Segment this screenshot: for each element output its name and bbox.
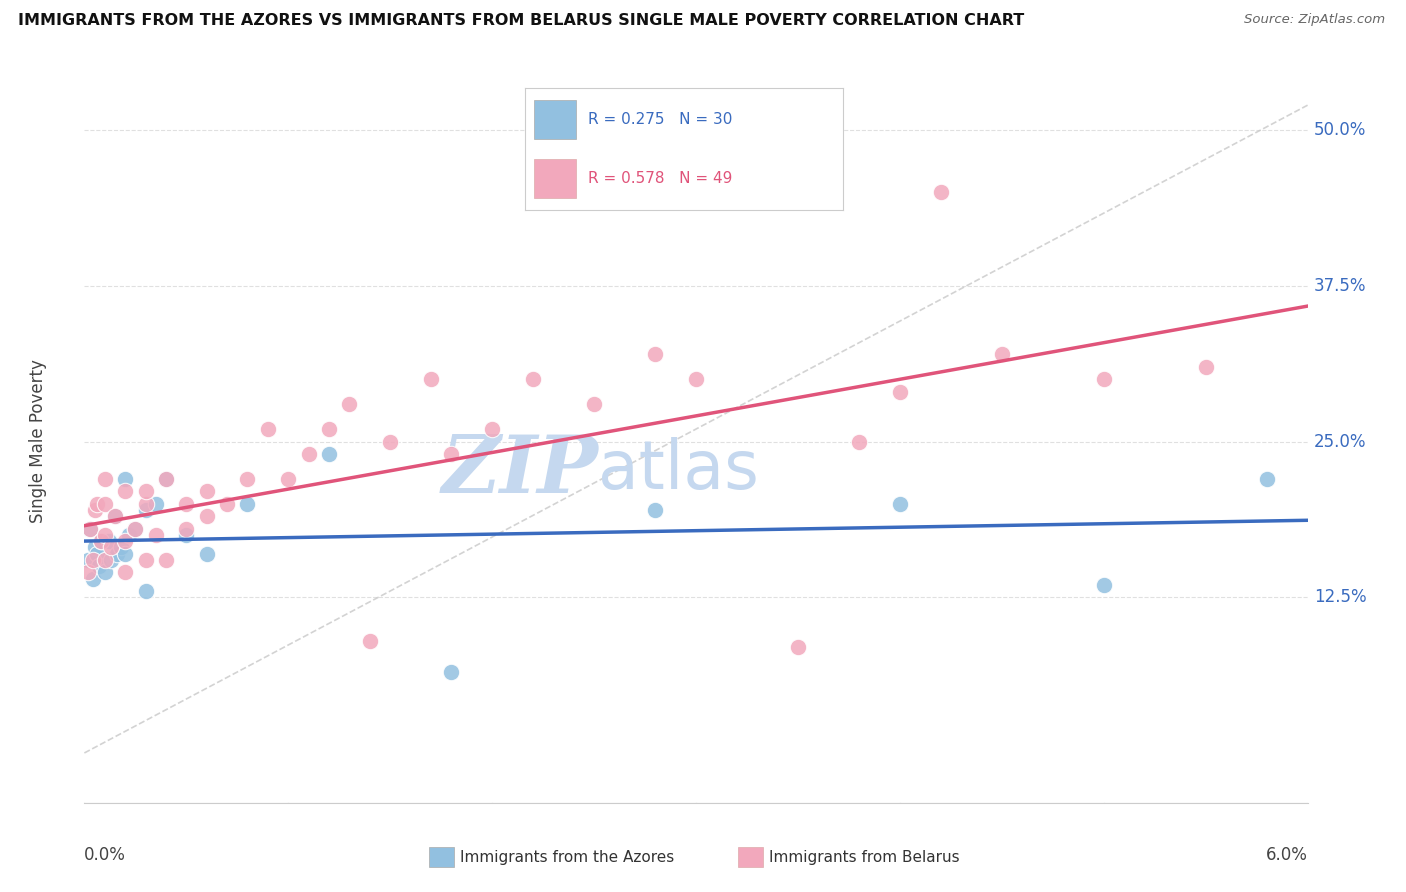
Point: [90, 534, 112, 549]
Point: [93, 497, 117, 511]
Point: [318, 447, 340, 461]
Point: [176, 528, 198, 542]
Point: [104, 509, 127, 524]
Point: [929, 186, 952, 200]
Point: [93, 528, 117, 542]
Point: [257, 422, 280, 436]
Point: [359, 633, 381, 648]
Point: [77, 566, 100, 580]
Point: [236, 472, 259, 486]
Text: 12.5%: 12.5%: [1313, 588, 1367, 607]
Text: 0.0%: 0.0%: [84, 847, 127, 864]
Text: 37.5%: 37.5%: [1313, 277, 1367, 295]
Point: [90, 534, 112, 549]
Point: [440, 447, 463, 461]
Point: [135, 503, 157, 517]
Point: [79, 522, 101, 536]
Point: [644, 503, 666, 517]
Point: [522, 372, 544, 386]
Point: [155, 553, 177, 567]
Point: [82, 572, 104, 586]
Text: Single Male Poverty: Single Male Poverty: [30, 359, 46, 524]
Point: [86, 497, 108, 511]
Point: [100, 553, 122, 567]
Point: [118, 528, 141, 542]
Point: [145, 528, 167, 542]
Point: [124, 522, 146, 536]
Point: [110, 541, 132, 555]
Point: [93, 566, 117, 580]
Point: [195, 484, 218, 499]
Point: [86, 547, 108, 561]
Point: [195, 547, 218, 561]
Point: [114, 547, 136, 561]
Point: [1195, 359, 1218, 374]
Point: [176, 522, 198, 536]
Text: 50.0%: 50.0%: [1313, 121, 1367, 139]
Text: atlas: atlas: [598, 437, 759, 503]
Point: [100, 541, 122, 555]
Point: [83, 503, 105, 517]
Point: [1092, 372, 1115, 386]
Text: Immigrants from Belarus: Immigrants from Belarus: [769, 850, 960, 864]
Point: [104, 509, 127, 524]
Text: 25.0%: 25.0%: [1313, 433, 1367, 450]
Text: IMMIGRANTS FROM THE AZORES VS IMMIGRANTS FROM BELARUS SINGLE MALE POVERTY CORREL: IMMIGRANTS FROM THE AZORES VS IMMIGRANTS…: [18, 13, 1025, 29]
Point: [420, 372, 443, 386]
Point: [440, 665, 463, 679]
Point: [889, 384, 911, 399]
Point: [114, 484, 136, 499]
Point: [1092, 578, 1115, 592]
Point: [339, 397, 361, 411]
Point: [145, 497, 167, 511]
Point: [644, 347, 666, 361]
Point: [77, 553, 100, 567]
Point: [155, 472, 177, 486]
Point: [105, 547, 128, 561]
Point: [848, 434, 870, 449]
Point: [135, 497, 157, 511]
Point: [114, 534, 136, 549]
Point: [135, 584, 157, 599]
Point: [83, 541, 105, 555]
Point: [277, 472, 299, 486]
Point: [1256, 472, 1278, 486]
Point: [298, 447, 321, 461]
Text: 6.0%: 6.0%: [1265, 847, 1308, 864]
Point: [583, 397, 606, 411]
Point: [124, 522, 146, 536]
Text: Immigrants from the Azores: Immigrants from the Azores: [460, 850, 673, 864]
Point: [93, 472, 117, 486]
Point: [380, 434, 402, 449]
Point: [318, 422, 340, 436]
Point: [82, 553, 104, 567]
Point: [685, 372, 707, 386]
Text: Source: ZipAtlas.com: Source: ZipAtlas.com: [1244, 13, 1385, 27]
Point: [97, 534, 120, 549]
Point: [236, 497, 259, 511]
Point: [155, 472, 177, 486]
Point: [135, 484, 157, 499]
Text: ZIP: ZIP: [441, 432, 598, 509]
Point: [87, 559, 110, 574]
Point: [787, 640, 810, 654]
Point: [176, 497, 198, 511]
Point: [481, 422, 503, 436]
Point: [135, 553, 157, 567]
Point: [217, 497, 239, 511]
Point: [114, 472, 136, 486]
Point: [114, 566, 136, 580]
Point: [93, 553, 117, 567]
Point: [991, 347, 1014, 361]
Point: [195, 509, 218, 524]
Point: [79, 522, 101, 536]
Point: [889, 497, 911, 511]
